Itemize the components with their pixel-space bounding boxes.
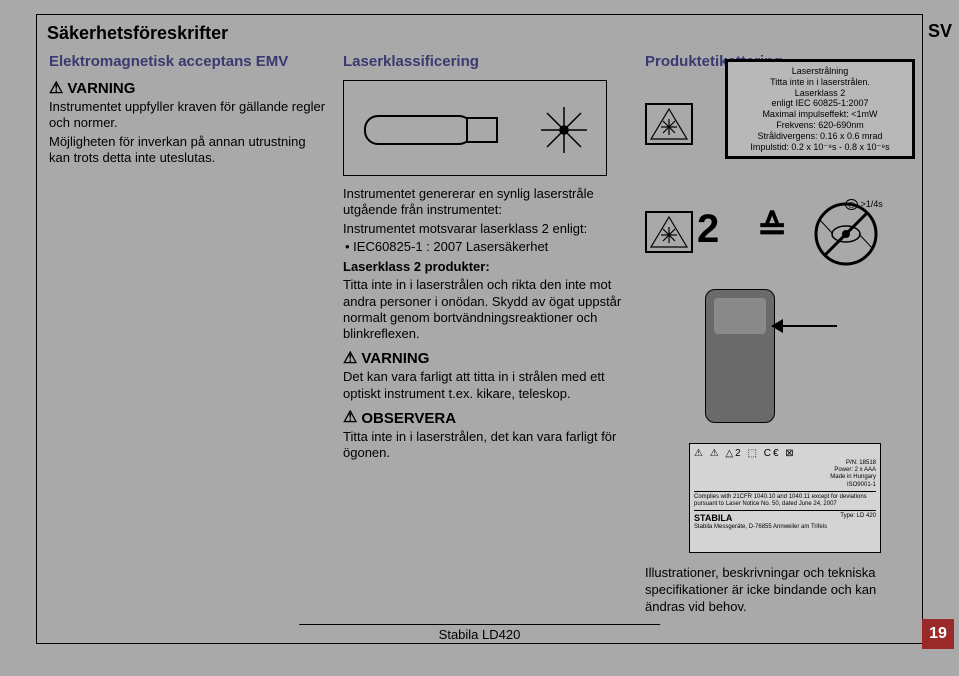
manual-page: Säkerhetsföreskrifter SV Elektromagnetis…: [36, 14, 923, 644]
equiv-symbol: ≙: [757, 207, 787, 249]
warning-icon: ⚠: [343, 410, 357, 426]
laser-body-shape: [364, 115, 473, 145]
disclaimer: Illustrationer, beskrivningar och teknis…: [645, 565, 917, 616]
warning-line-2: ⚠ VARNING: [343, 350, 623, 367]
page-title: Säkerhetsföreskrifter: [47, 23, 228, 44]
laser-diagram: [343, 80, 607, 176]
sticker-made: Made in Hungary: [694, 474, 876, 481]
label-l6: Frekvens: 620-690nm: [734, 120, 906, 131]
laser-h2: Laserklass 2 produkter:: [343, 259, 623, 275]
sticker-power: Power: 2 x AAA: [694, 467, 876, 474]
column-emv: Elektromagnetisk acceptans EMV ⚠ VARNING…: [49, 53, 329, 166]
laser-p5: Titta inte in i laserstrålen, det kan va…: [343, 429, 623, 462]
footer-product: Stabila LD420: [299, 624, 661, 642]
label-l5: Maximal impulseffekt: <1mW: [734, 109, 906, 120]
laser-p4: Det kan vara farligt att titta in i strå…: [343, 369, 623, 402]
laser-triangle-icon: [645, 103, 693, 145]
label-l8: Impulstid: 0.2 x 10⁻⁹s - 0.8 x 10⁻⁹s: [734, 142, 906, 153]
laser-bullet: • IEC60825-1 : 2007 Lasersäkerhet: [345, 239, 623, 255]
device-illustration: [705, 289, 775, 423]
emv-p2: Möjligheten för inverkan på annan utrust…: [49, 134, 329, 167]
sticker-compliance: Complies with 21CFR 1040.10 and 1040.11 …: [694, 491, 876, 511]
label-l3: Laserklass 2: [734, 88, 906, 99]
laser-p2: Instrumentet motsvarar laserklass 2 enli…: [343, 221, 623, 237]
emv-p1: Instrumentet uppfyller kraven för gällan…: [49, 99, 329, 132]
warning-icon: ⚠: [343, 351, 357, 367]
observera-label: OBSERVERA: [361, 410, 456, 427]
sticker-iso: ISO9001-1: [694, 482, 876, 489]
arrow-line: [777, 325, 837, 327]
sticker-pn: P/N: 18518: [694, 460, 876, 467]
laser-spec-label: Laserstrålning Titta inte in i laserstrå…: [725, 59, 915, 159]
laser-burst-icon: [539, 105, 589, 155]
label-l4: enligt IEC 60825-1:2007: [734, 98, 906, 109]
product-sticker: ⚠ ⚠ △2 ⬚ C€ ⊠ P/N: 18518 Power: 2 x AAA …: [689, 443, 881, 553]
laser-head-shape: [466, 117, 498, 143]
laser-heading: Laserklassificering: [343, 53, 623, 70]
device-screen: [714, 298, 766, 334]
language-code: SV: [928, 21, 952, 42]
sticker-addr: Stabila Messgeräte, D-76855 Annweiler am…: [694, 524, 876, 531]
page-number: 19: [922, 619, 954, 649]
arrow-head-icon: [771, 319, 783, 333]
warning-label: VARNING: [67, 80, 135, 97]
sticker-type: Type: LD 420: [840, 513, 876, 524]
do-not-stare-icon: [813, 201, 879, 267]
warning-label: VARNING: [361, 350, 429, 367]
warning-line: ⚠ VARNING: [49, 80, 329, 97]
sticker-icons: ⚠ ⚠ △2 ⬚ C€ ⊠: [694, 448, 876, 460]
observera-line: ⚠ OBSERVERA: [343, 410, 623, 427]
label-l7: Stråldivergens: 0.16 x 0.6 mrad: [734, 131, 906, 142]
sticker-brand: STABILA: [694, 513, 732, 524]
column-laser: Laserklassificering Instrumentet generer…: [343, 53, 623, 461]
laser-p1: Instrumentet genererar en synlig laserst…: [343, 186, 623, 219]
label-l1: Laserstrålning: [734, 66, 906, 77]
warning-icon: ⚠: [49, 81, 63, 97]
label-l2: Titta inte in i laserstrålen.: [734, 77, 906, 88]
footer: Stabila LD420: [37, 622, 922, 644]
column-product: Produktetikettering Laserstrålning Titta…: [645, 53, 917, 80]
laser-p3: Titta inte in i laserstrålen och rikta d…: [343, 277, 623, 342]
class-2-number: 2: [697, 207, 719, 252]
laser-triangle-icon-2: [645, 211, 693, 253]
emv-heading: Elektromagnetisk acceptans EMV: [49, 53, 329, 70]
